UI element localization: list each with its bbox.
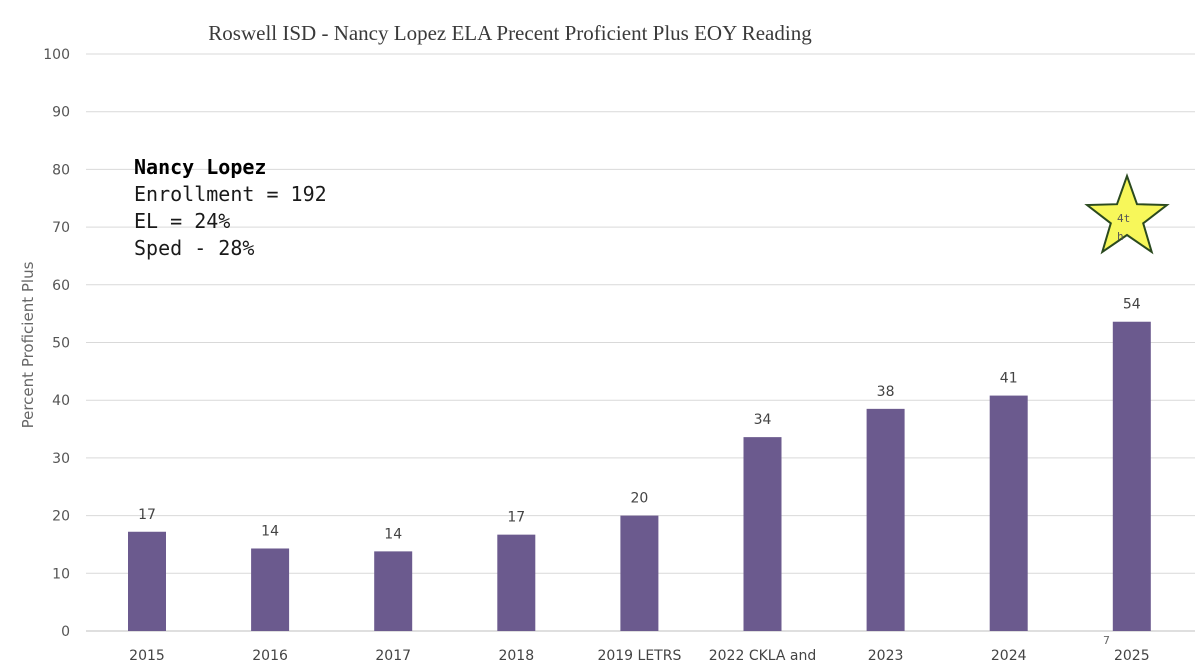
bar xyxy=(866,408,905,631)
bar xyxy=(743,437,782,631)
x-axis-category-labels: 2015 2016 2017 2018 2019 LETRS 2022 CKLA and 2… xyxy=(129,648,1149,664)
data-label: 41 xyxy=(1000,371,1018,387)
y-tick-label: 20 xyxy=(52,509,70,525)
y-tick-label: 10 xyxy=(52,566,70,582)
data-label: 17 xyxy=(138,507,156,523)
school-info-box: Nancy Lopez Enrollment = 192 EL = 24% Sp… xyxy=(134,155,327,260)
star-text-line1: 4t xyxy=(1117,212,1130,225)
data-label: 34 xyxy=(754,412,772,428)
y-tick-label: 30 xyxy=(52,451,70,467)
slide-number: 7 xyxy=(1103,634,1110,647)
bar xyxy=(128,531,166,631)
star-text-line2: h xyxy=(1117,230,1124,243)
data-label: 14 xyxy=(261,523,279,539)
x-category-label: 2024 xyxy=(991,648,1027,664)
x-category-label: 2018 xyxy=(498,648,534,664)
data-labels: 17 14 14 17 20 34 38 41 54 xyxy=(138,297,1141,543)
y-tick-label: 70 xyxy=(52,220,70,236)
x-category-label: 2016 xyxy=(252,648,288,664)
x-category-label: 2015 xyxy=(129,648,165,664)
x-category-label: 2017 xyxy=(375,648,411,664)
x-category-label: 2023 xyxy=(868,648,904,664)
y-tick-label: 100 xyxy=(43,47,70,63)
y-tick-label: 50 xyxy=(52,336,70,352)
star-icon xyxy=(1084,173,1170,255)
y-tick-label: 60 xyxy=(52,278,70,294)
x-category-label: 2019 LETRS xyxy=(597,648,681,664)
data-label: 54 xyxy=(1123,297,1141,313)
data-label: 38 xyxy=(877,384,895,400)
data-label: 17 xyxy=(507,510,525,526)
star-badge: 4t h xyxy=(1084,173,1170,255)
bar xyxy=(374,551,413,631)
x-category-label: 2022 CKLA and xyxy=(709,648,817,664)
y-tick-label: 80 xyxy=(52,162,70,178)
bars xyxy=(128,321,1151,631)
y-tick-label: 40 xyxy=(52,393,70,409)
bar xyxy=(1112,321,1151,631)
y-tick-label: 0 xyxy=(61,624,70,640)
bar xyxy=(251,548,290,631)
bar xyxy=(497,534,536,631)
sped-text: Sped - 28% xyxy=(134,236,254,260)
school-name: Nancy Lopez xyxy=(134,155,266,179)
y-axis-title: Percent Proficient Plus xyxy=(19,261,37,428)
el-text: EL = 24% xyxy=(134,209,230,233)
enrollment-text: Enrollment = 192 xyxy=(134,182,327,206)
bar xyxy=(989,395,1028,631)
y-tick-label: 90 xyxy=(52,105,70,121)
bar xyxy=(620,515,659,631)
y-axis-tick-labels: 0 10 20 30 40 50 60 70 80 90 100 xyxy=(43,47,70,640)
x-category-label: 2025 xyxy=(1114,648,1150,664)
chart-title: Roswell ISD - Nancy Lopez ELA Precent Pr… xyxy=(208,21,812,45)
data-label: 20 xyxy=(630,491,648,507)
data-label: 14 xyxy=(384,526,402,542)
